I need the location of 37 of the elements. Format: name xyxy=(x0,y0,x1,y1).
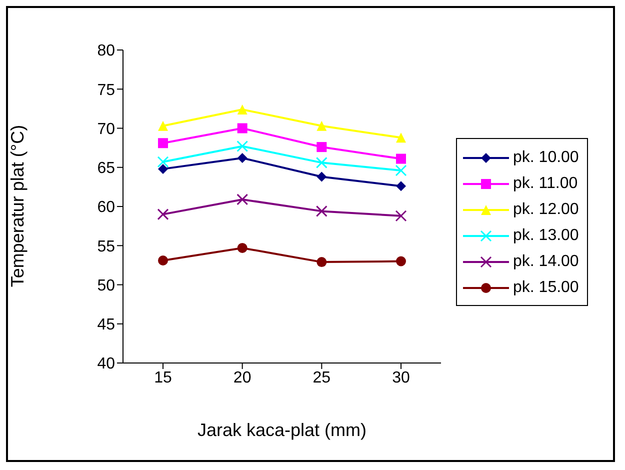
point xyxy=(158,138,168,148)
y-tick-label: 70 xyxy=(97,120,116,138)
point xyxy=(237,104,248,114)
point xyxy=(396,181,406,192)
point xyxy=(316,142,327,152)
y-tick-label: 50 xyxy=(97,277,116,294)
legend-label: pk. 15.00 xyxy=(513,279,579,297)
point xyxy=(396,154,406,164)
y-tick-label: 75 xyxy=(97,82,116,99)
y-tick-label: 40 xyxy=(97,356,116,373)
point xyxy=(158,120,168,131)
x-tick-label: 30 xyxy=(392,369,410,386)
point xyxy=(316,120,327,131)
point xyxy=(396,256,406,266)
y-tick-label: 45 xyxy=(97,316,116,334)
point xyxy=(316,172,327,182)
point xyxy=(396,132,406,143)
legend-label: pk. 13.00 xyxy=(513,227,579,245)
x-tick-label: 25 xyxy=(312,369,331,386)
x-tick-label: 20 xyxy=(233,369,252,386)
legend-label: pk. 14.00 xyxy=(513,253,579,271)
legend-label: pk. 10.00 xyxy=(513,149,579,167)
legend-label: pk. 11.00 xyxy=(513,175,578,193)
point xyxy=(158,255,168,266)
y-tick-label: 80 xyxy=(97,42,116,60)
point xyxy=(316,257,327,268)
y-tick-label: 55 xyxy=(97,238,116,256)
point xyxy=(237,152,248,163)
y-tick-label: 60 xyxy=(97,199,116,216)
point xyxy=(158,164,168,174)
point xyxy=(237,242,248,253)
point xyxy=(237,123,248,134)
y-axis-title: Temperatur plat (°C) xyxy=(8,124,28,288)
legend-label: pk. 12.00 xyxy=(513,201,579,219)
y-tick-label: 65 xyxy=(97,160,116,178)
x-tick-label: 15 xyxy=(154,369,172,386)
x-axis-title: Jarak kaca-plat (mm) xyxy=(196,420,368,441)
